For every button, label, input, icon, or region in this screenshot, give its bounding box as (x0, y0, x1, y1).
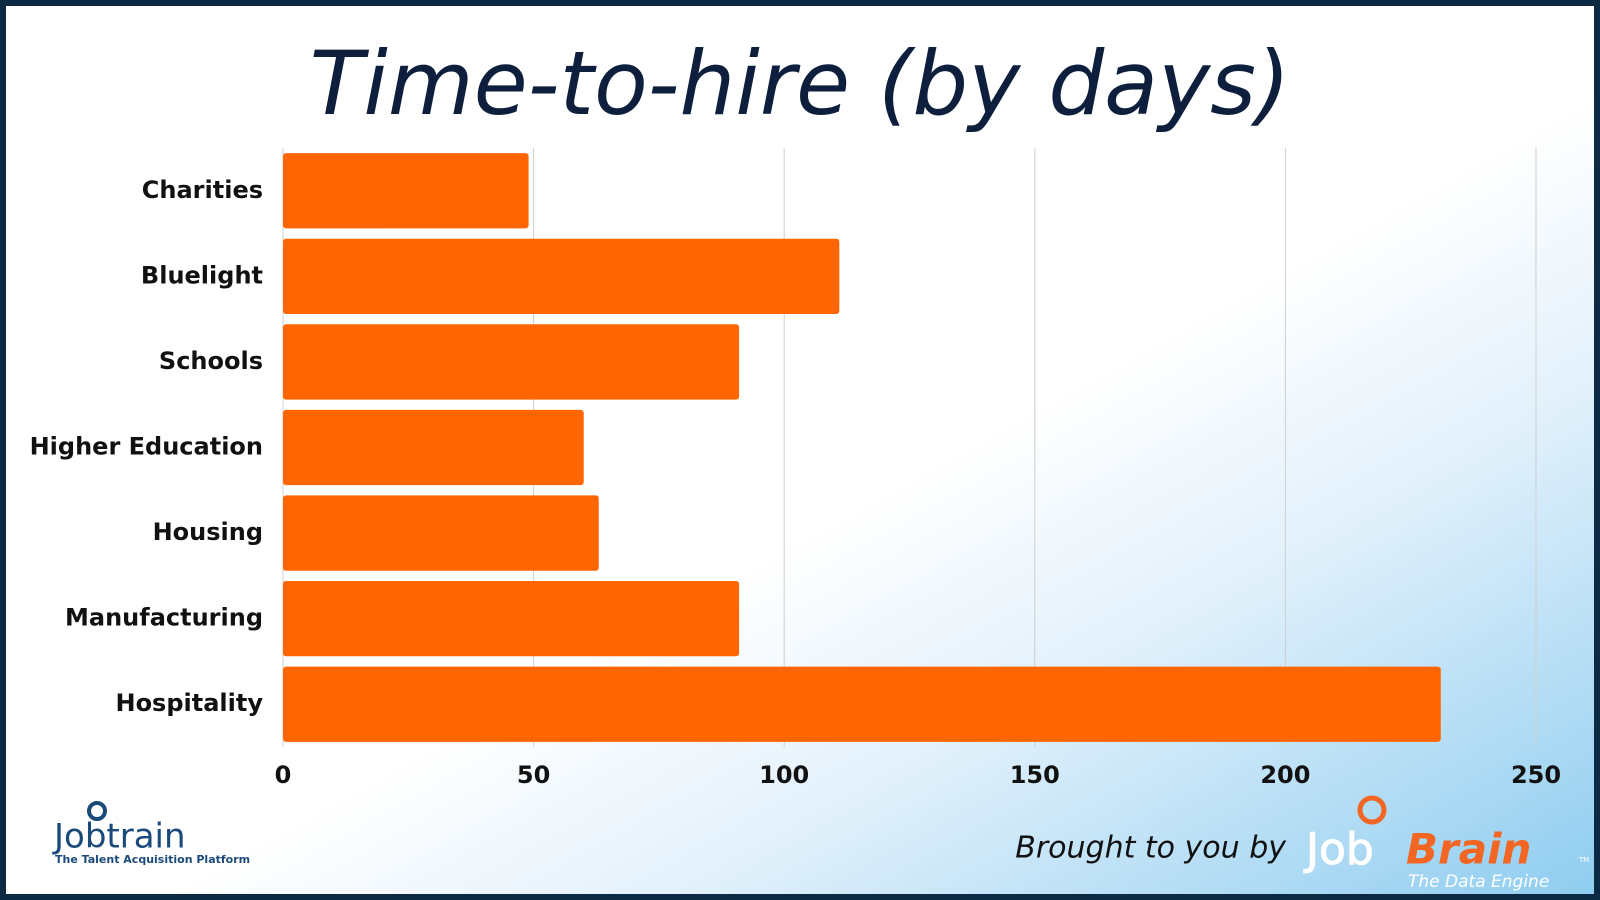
y-tick-label: Bluelight (141, 261, 263, 289)
y-tick-label: Hospitality (115, 689, 263, 717)
credit: Brought to you by (1015, 831, 1287, 866)
y-tick-label: Manufacturing (65, 604, 263, 632)
bar (283, 580, 740, 657)
y-tick-label: Housing (153, 518, 263, 546)
logo-text: Job (1303, 824, 1374, 875)
trademark: TM (1578, 856, 1589, 864)
x-tick-label: 100 (759, 761, 809, 789)
bar (283, 153, 529, 229)
bar (283, 238, 840, 315)
x-tick-label: 200 (1260, 761, 1310, 789)
y-tick-label: Higher Education (30, 433, 263, 461)
y-tick-label: Charities (142, 176, 263, 204)
x-tick-label: 0 (275, 761, 292, 789)
bar (283, 495, 599, 571)
logo-text: Jobtrain (52, 817, 186, 857)
x-tick-label: 50 (517, 761, 550, 789)
jobbrain-logo: Job Brain The Data Engine TM (1303, 795, 1589, 892)
logo-icon (87, 801, 107, 821)
logo-text: Brain (1406, 825, 1531, 874)
plot-area: 0 50 100 150 200 250 Charities Bluelight Schools… (30, 148, 1561, 789)
logo-tagline: The Data Engine (1408, 872, 1549, 892)
jobtrain-logo: Jobtrain The Talent Acquisition Platform (52, 801, 250, 866)
logo-tagline: The Talent Acquisition Platform (55, 853, 250, 866)
x-tick-label: 150 (1010, 761, 1060, 789)
bar (283, 324, 740, 400)
x-tick-label: 250 (1511, 761, 1561, 789)
bar (283, 409, 584, 486)
background (6, 6, 1594, 894)
chart-title: Time-to-hire (by days) (310, 32, 1291, 135)
logo-icon (1357, 795, 1387, 825)
y-tick-label: Schools (159, 347, 263, 375)
bar (283, 666, 1441, 742)
